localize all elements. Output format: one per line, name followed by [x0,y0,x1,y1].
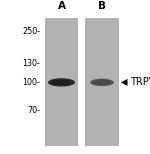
Text: A: A [57,1,66,11]
Ellipse shape [48,78,75,87]
Ellipse shape [90,79,114,86]
Text: B: B [98,1,106,11]
Text: 130-: 130- [23,59,40,68]
Ellipse shape [95,80,109,84]
Polygon shape [121,79,128,86]
Text: 100-: 100- [23,78,40,87]
Text: 250-: 250- [22,27,40,36]
Bar [85,18,118,146]
Ellipse shape [51,79,72,85]
Text: TRPV4: TRPV4 [130,77,150,87]
Ellipse shape [54,80,69,85]
Bar [45,18,78,146]
Text: 70-: 70- [27,106,40,115]
Ellipse shape [93,80,111,85]
